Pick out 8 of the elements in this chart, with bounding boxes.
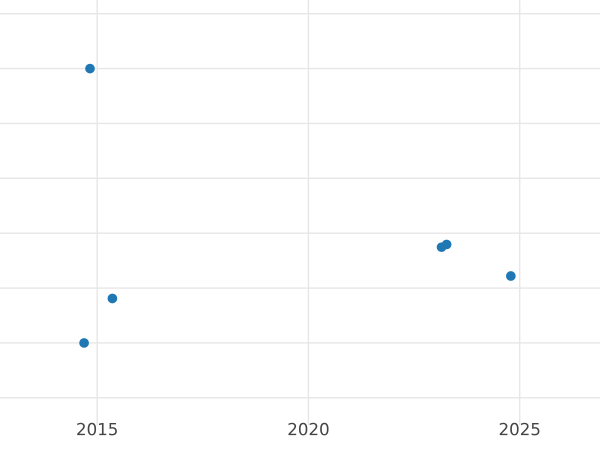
point bbox=[442, 240, 452, 250]
x-tick-label: 2025 bbox=[500, 422, 540, 436]
point bbox=[108, 294, 118, 304]
point bbox=[85, 64, 95, 74]
x-tick-label: 2020 bbox=[288, 422, 329, 436]
point bbox=[79, 338, 89, 348]
x-tick-label: 2015 bbox=[77, 422, 117, 436]
point bbox=[506, 271, 516, 281]
